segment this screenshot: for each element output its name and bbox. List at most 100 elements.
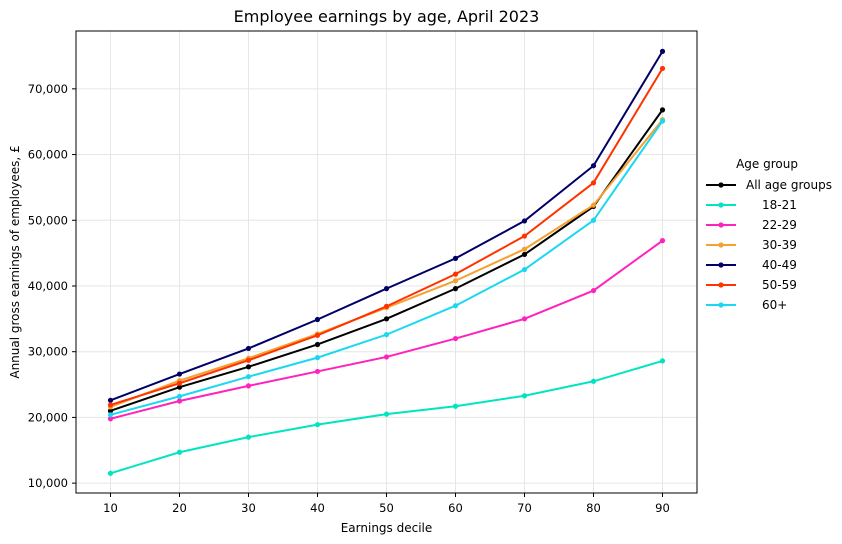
series-all-age-groups bbox=[107, 107, 666, 414]
legend-label: 18-21 bbox=[762, 198, 797, 212]
data-point bbox=[452, 303, 459, 309]
legend-label: All age groups bbox=[746, 178, 832, 192]
x-tick-label: 70 bbox=[517, 501, 532, 515]
data-point bbox=[383, 354, 390, 360]
data-point bbox=[521, 233, 528, 239]
data-point bbox=[452, 286, 459, 292]
legend-marker bbox=[718, 202, 724, 208]
data-point bbox=[245, 357, 252, 363]
data-point bbox=[659, 238, 666, 244]
legend-label: 30-39 bbox=[762, 238, 797, 252]
data-point bbox=[590, 163, 597, 169]
y-tick-label: 70,000 bbox=[28, 82, 68, 96]
legend-label: 22-29 bbox=[762, 218, 797, 232]
legend-item: 60+ bbox=[706, 298, 787, 312]
y-tick-label: 40,000 bbox=[28, 279, 68, 293]
legend: Age group All age groups 18-21 22-29 30-39 4… bbox=[706, 157, 832, 312]
data-point bbox=[590, 217, 597, 223]
data-point bbox=[176, 398, 183, 404]
x-tick-label: 30 bbox=[241, 501, 256, 515]
grid bbox=[76, 31, 697, 493]
data-point bbox=[176, 371, 183, 377]
data-point bbox=[521, 266, 528, 273]
legend-marker bbox=[718, 222, 724, 228]
data-point bbox=[245, 383, 252, 389]
x-tick-label: 60 bbox=[448, 501, 463, 515]
legend-item: 40-49 bbox=[706, 258, 797, 272]
series-40-49 bbox=[107, 48, 666, 403]
data-point bbox=[590, 287, 597, 294]
data-point bbox=[245, 374, 252, 380]
data-point bbox=[521, 251, 528, 258]
data-point bbox=[176, 393, 183, 399]
data-point bbox=[590, 378, 597, 384]
legend-marker bbox=[718, 282, 724, 288]
data-point bbox=[659, 65, 666, 72]
data-point bbox=[659, 358, 666, 364]
legend-item: 22-29 bbox=[706, 218, 797, 232]
data-point bbox=[314, 341, 321, 348]
data-point bbox=[452, 403, 459, 409]
series-22-29 bbox=[107, 238, 666, 422]
legend-marker bbox=[718, 182, 724, 188]
legend-title: Age group bbox=[736, 157, 798, 171]
data-point bbox=[383, 286, 390, 292]
y-tick-label: 20,000 bbox=[28, 410, 68, 424]
x-tick-label: 90 bbox=[655, 501, 670, 515]
data-point bbox=[176, 380, 183, 386]
data-point bbox=[314, 316, 321, 323]
y-tick-label: 30,000 bbox=[28, 345, 68, 359]
data-point bbox=[659, 48, 666, 54]
chart-title: Employee earnings by age, April 2023 bbox=[234, 7, 540, 26]
x-tick-label: 80 bbox=[586, 501, 601, 515]
data-point bbox=[245, 434, 252, 440]
legend-marker bbox=[718, 242, 724, 248]
data-point bbox=[314, 368, 321, 375]
legend-item: 18-21 bbox=[706, 198, 797, 212]
series-50-59 bbox=[107, 65, 666, 408]
data-point bbox=[314, 332, 321, 338]
legend-marker bbox=[718, 262, 724, 268]
data-point bbox=[452, 335, 459, 342]
data-point bbox=[245, 345, 252, 352]
legend-item: All age groups bbox=[706, 178, 832, 192]
data-point bbox=[107, 408, 114, 414]
y-axis-label: Annual gross earnings of employees, £ bbox=[8, 145, 22, 378]
data-point bbox=[383, 316, 390, 322]
data-point bbox=[521, 246, 528, 252]
series-lines bbox=[107, 48, 666, 476]
x-tick-label: 50 bbox=[379, 501, 394, 515]
data-point bbox=[107, 397, 114, 403]
series-60- bbox=[107, 118, 666, 418]
x-tick-label: 10 bbox=[103, 501, 118, 515]
data-point bbox=[383, 303, 390, 309]
data-point bbox=[452, 278, 459, 284]
x-tick-label: 20 bbox=[172, 501, 187, 515]
data-point bbox=[383, 411, 390, 417]
data-point bbox=[590, 180, 597, 186]
x-axis-label: Earnings decile bbox=[341, 521, 433, 535]
data-point bbox=[383, 332, 390, 338]
data-point bbox=[590, 202, 597, 208]
legend-item: 50-59 bbox=[706, 278, 797, 292]
data-point bbox=[176, 384, 183, 390]
data-point bbox=[521, 316, 528, 322]
data-point bbox=[314, 355, 321, 361]
legend-marker bbox=[718, 302, 724, 308]
data-point bbox=[107, 416, 114, 422]
axis-ticks: 10 20 30 40 50 60 70 80 90 10,000 20,000 30,000 40,0… bbox=[28, 82, 670, 515]
legend-label: 50-59 bbox=[762, 278, 797, 292]
data-point bbox=[176, 449, 183, 455]
y-tick-label: 50,000 bbox=[28, 213, 68, 227]
y-tick-label: 60,000 bbox=[28, 148, 68, 162]
data-point bbox=[659, 107, 666, 113]
data-point bbox=[659, 118, 666, 124]
data-point bbox=[452, 271, 459, 277]
legend-item: 30-39 bbox=[706, 238, 797, 252]
legend-label: 40-49 bbox=[762, 258, 797, 272]
data-point bbox=[521, 218, 528, 224]
data-point bbox=[107, 412, 114, 418]
data-point bbox=[107, 402, 114, 408]
legend-label: 60+ bbox=[762, 298, 787, 312]
